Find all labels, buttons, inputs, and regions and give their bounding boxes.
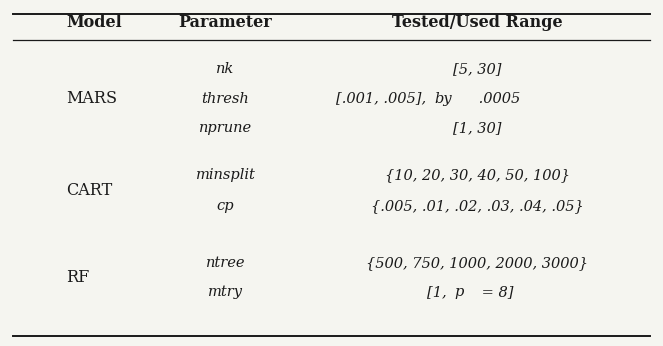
Text: .0005: .0005 xyxy=(474,92,520,106)
Text: = 8]: = 8] xyxy=(477,285,514,299)
Text: [1, 30]: [1, 30] xyxy=(453,121,502,135)
Text: nk: nk xyxy=(216,62,235,76)
Text: minsplit: minsplit xyxy=(196,168,255,182)
Text: [.001, .005],: [.001, .005], xyxy=(336,92,431,106)
Text: {500, 750, 1000, 2000, 3000}: {500, 750, 1000, 2000, 3000} xyxy=(367,256,588,270)
Text: Model: Model xyxy=(66,14,122,31)
Text: CART: CART xyxy=(66,182,113,199)
Text: mtry: mtry xyxy=(208,285,243,299)
Text: Tested/Used Range: Tested/Used Range xyxy=(392,14,563,31)
Text: p: p xyxy=(454,285,463,299)
Text: [5, 30]: [5, 30] xyxy=(453,62,502,76)
Text: {.005, .01, .02, .03, .04, .05}: {.005, .01, .02, .03, .04, .05} xyxy=(371,199,583,213)
Text: thresh: thresh xyxy=(202,92,249,106)
Text: {10, 20, 30, 40, 50, 100}: {10, 20, 30, 40, 50, 100} xyxy=(385,168,570,182)
Text: ntree: ntree xyxy=(206,256,245,270)
Text: cp: cp xyxy=(217,199,234,213)
Text: by: by xyxy=(434,92,452,106)
Text: MARS: MARS xyxy=(66,90,117,107)
Text: [1,: [1, xyxy=(426,285,451,299)
Text: RF: RF xyxy=(66,269,90,286)
Text: nprune: nprune xyxy=(199,121,252,135)
Text: Parameter: Parameter xyxy=(178,14,272,31)
